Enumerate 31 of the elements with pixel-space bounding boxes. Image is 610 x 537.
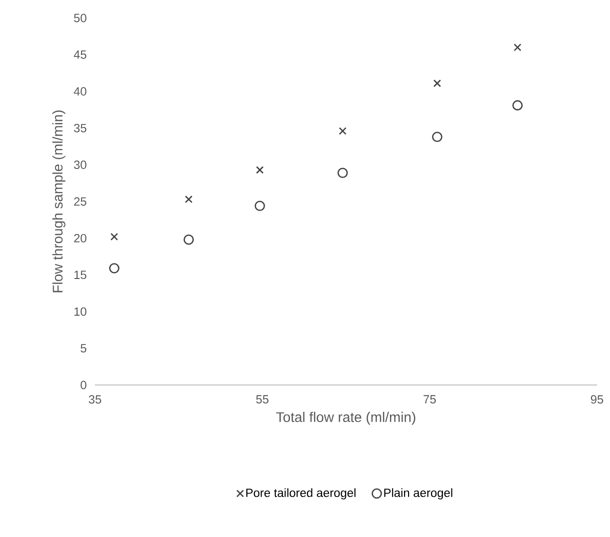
point [433,79,442,88]
y-tick-label: 10 [74,307,86,316]
point [514,44,522,52]
y-tick-label: 30 [74,160,86,170]
legend-label: Plain aerogel [384,488,452,500]
y-tick-label: 25 [74,197,86,206]
y-axis-title: Flow through sample (ml/min) [52,110,66,292]
y-tick-label: 20 [74,234,86,242]
x-tick-label: 35 [88,395,102,404]
point [512,100,523,110]
point [432,132,442,142]
x-axis-title: Total flow rate (ml/min) [276,412,416,425]
x-tick-label: 75 [424,395,436,404]
y-tick-label: 35 [74,124,86,132]
legend-label: Pore tailored aerogel [246,488,356,500]
y-tick-label: 40 [74,87,86,96]
x-tick-label: 95 [590,395,604,404]
y-tick-label: 45 [74,50,86,59]
point [110,232,118,241]
point [184,234,194,245]
y-tick-label: 5 [80,344,86,352]
point [256,166,264,174]
y-tick-label: 50 [74,14,86,22]
y-tick-label: 15 [74,270,86,280]
x-tick-label: 55 [256,395,268,404]
point [338,168,348,178]
point [109,263,120,274]
point [338,127,346,135]
point [254,200,265,212]
point [184,195,193,204]
y-tick-label: 0 [80,380,86,390]
